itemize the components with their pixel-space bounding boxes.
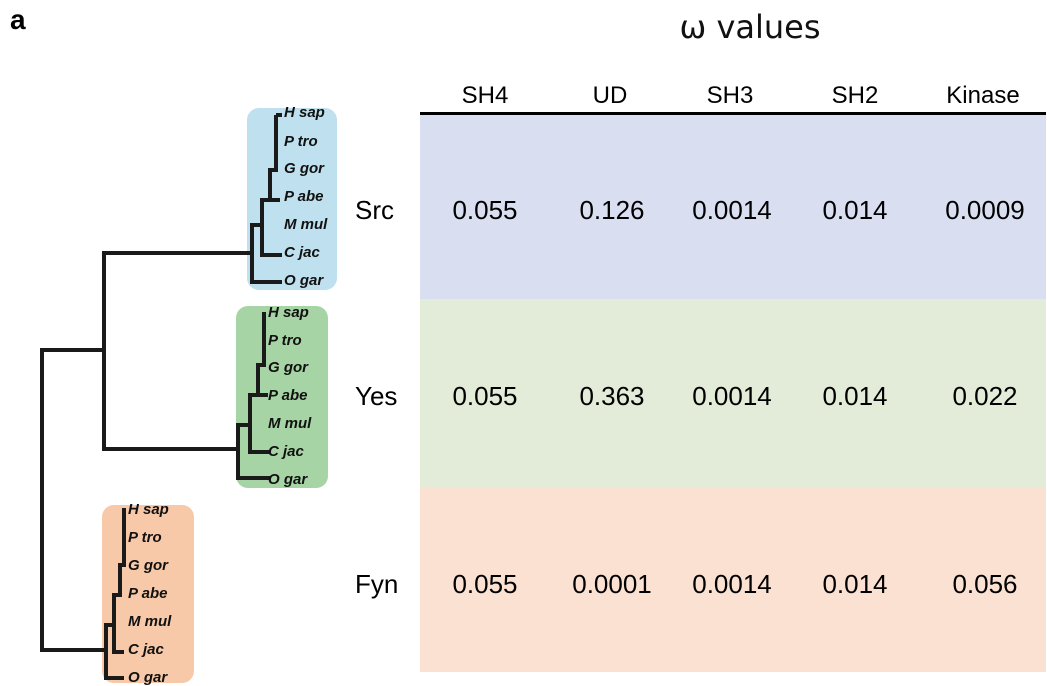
column-header: UD (592, 82, 628, 109)
column-header: Kinase (946, 82, 1020, 109)
species-label: P tro (128, 529, 162, 546)
species-label: P abe (268, 387, 307, 404)
value-cell: 0.363 (579, 381, 645, 411)
species-label: O gar (268, 471, 308, 488)
value-cell: 0.0014 (692, 381, 772, 411)
species-label: H sap (128, 501, 169, 518)
column-header: SH4 (461, 82, 509, 109)
species-label: G gor (284, 160, 325, 177)
value-cell: 0.055 (452, 381, 518, 411)
species-label: C jac (268, 443, 305, 460)
fyn-row-band (420, 487, 1046, 672)
header-rule (420, 112, 1046, 115)
value-cell: 0.014 (822, 381, 888, 411)
column-header: SH3 (706, 82, 754, 109)
species-label: P abe (284, 188, 323, 205)
tree-backbone (40, 113, 282, 680)
row-label-src: Src (355, 195, 394, 225)
species-label: M mul (268, 415, 312, 432)
species-label: O gar (128, 669, 168, 686)
row-label-fyn: Fyn (355, 569, 399, 599)
species-label: G gor (268, 359, 309, 376)
species-label: P tro (268, 332, 302, 349)
value-cell: 0.014 (822, 569, 888, 599)
yes-row-band (420, 299, 1046, 487)
value-cell: 0.0014 (692, 569, 772, 599)
src-row-band (420, 115, 1046, 299)
value-cell: 0.126 (579, 195, 645, 225)
fyn-species-labels: H sap P tro G gor P abe M mul C jac O ga… (128, 501, 172, 686)
yes-clade-highlight (236, 306, 328, 488)
yes-species-labels: H sap P tro G gor P abe M mul C jac O ga… (268, 304, 312, 488)
species-label: C jac (284, 244, 321, 261)
species-label: M mul (284, 216, 328, 233)
value-cell: 0.0014 (692, 195, 772, 225)
species-label: H sap (284, 104, 325, 121)
panel-label: a (10, 4, 26, 35)
value-cell: 0.0009 (945, 195, 1025, 225)
src-species-labels: H sap P tro G gor P abe M mul C jac O ga… (284, 104, 328, 289)
figure-title: ω values (679, 8, 821, 46)
value-cell: 0.055 (452, 569, 518, 599)
species-label: O gar (284, 272, 324, 289)
species-label: P abe (128, 585, 167, 602)
species-label: C jac (128, 641, 165, 658)
species-label: M mul (128, 613, 172, 630)
row-label-yes: Yes (355, 381, 398, 411)
column-header: SH2 (831, 82, 879, 109)
value-cell: 0.014 (822, 195, 888, 225)
species-label: H sap (268, 304, 309, 321)
species-label: P tro (284, 133, 318, 150)
phylogenetic-tree: H sap P tro G gor P abe M mul C jac O ga… (40, 104, 337, 686)
value-cell: 0.022 (952, 381, 1018, 411)
species-label: G gor (128, 557, 169, 574)
value-cell: 0.056 (952, 569, 1018, 599)
value-cell: 0.055 (452, 195, 518, 225)
src-clade-highlight (247, 108, 337, 290)
value-cell: 0.0001 (572, 569, 652, 599)
